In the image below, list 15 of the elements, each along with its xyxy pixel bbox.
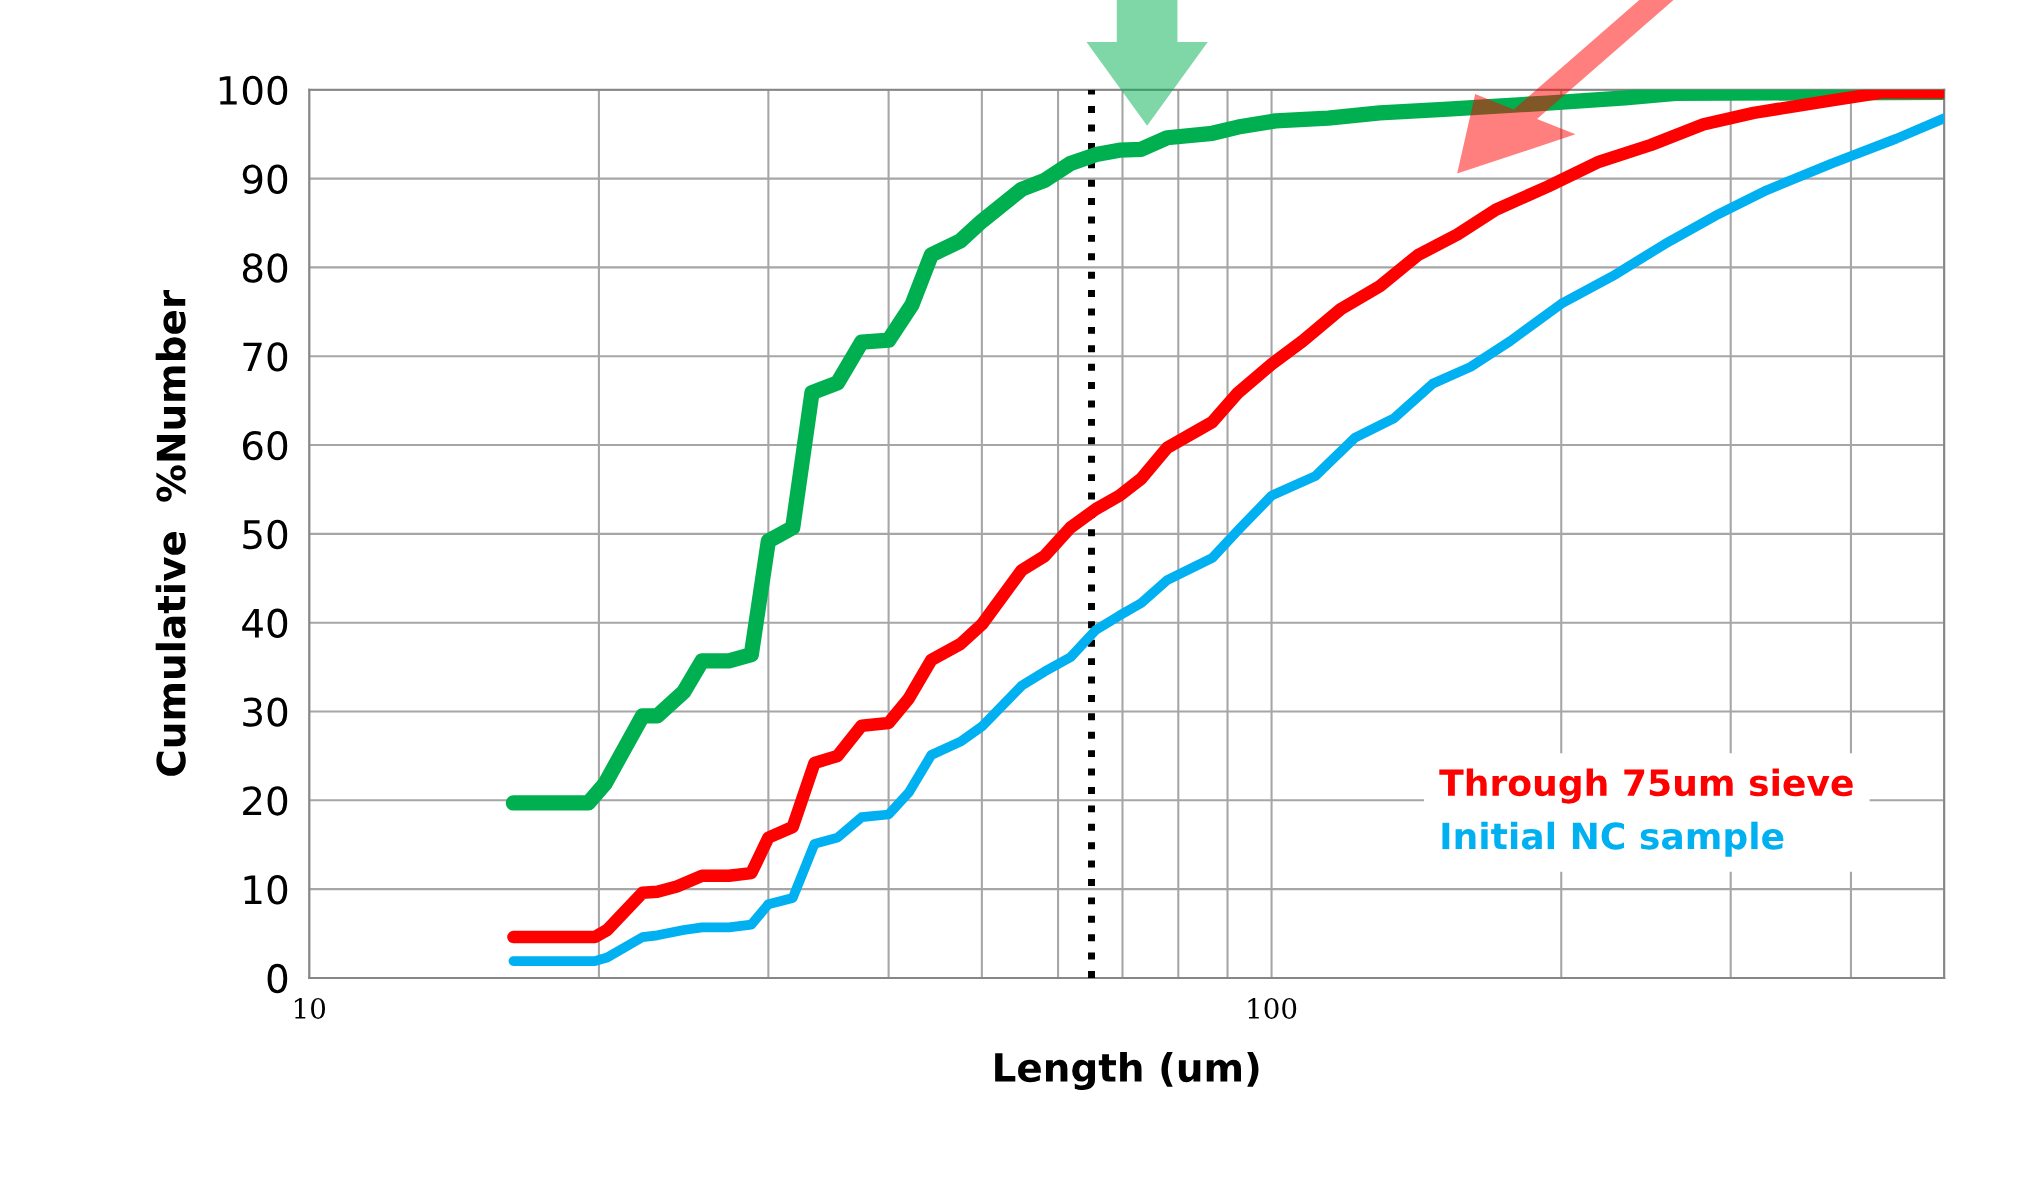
y-tick-label: 0	[267, 963, 288, 994]
text: Initial NC sample	[1442, 821, 1784, 857]
x-axis-title: Length (um)	[995, 1052, 1259, 1090]
y-tick-label: 50	[243, 519, 288, 550]
y-tick-label: 60	[243, 430, 288, 461]
y-tick-label: 20	[243, 786, 288, 816]
y-tick-label: 100	[219, 75, 288, 106]
y-tick-label: 90	[242, 164, 288, 194]
y-tick-label: 40	[242, 608, 288, 639]
y-tick-label: 80	[242, 253, 288, 283]
y-tick-label: 70	[243, 342, 288, 372]
y-tick-label: 30	[243, 697, 288, 727]
text: Through 75um sieve	[1439, 768, 1853, 804]
y-tick-label: 10	[244, 875, 288, 905]
y-axis-title: Cumulative %Number	[155, 290, 186, 776]
